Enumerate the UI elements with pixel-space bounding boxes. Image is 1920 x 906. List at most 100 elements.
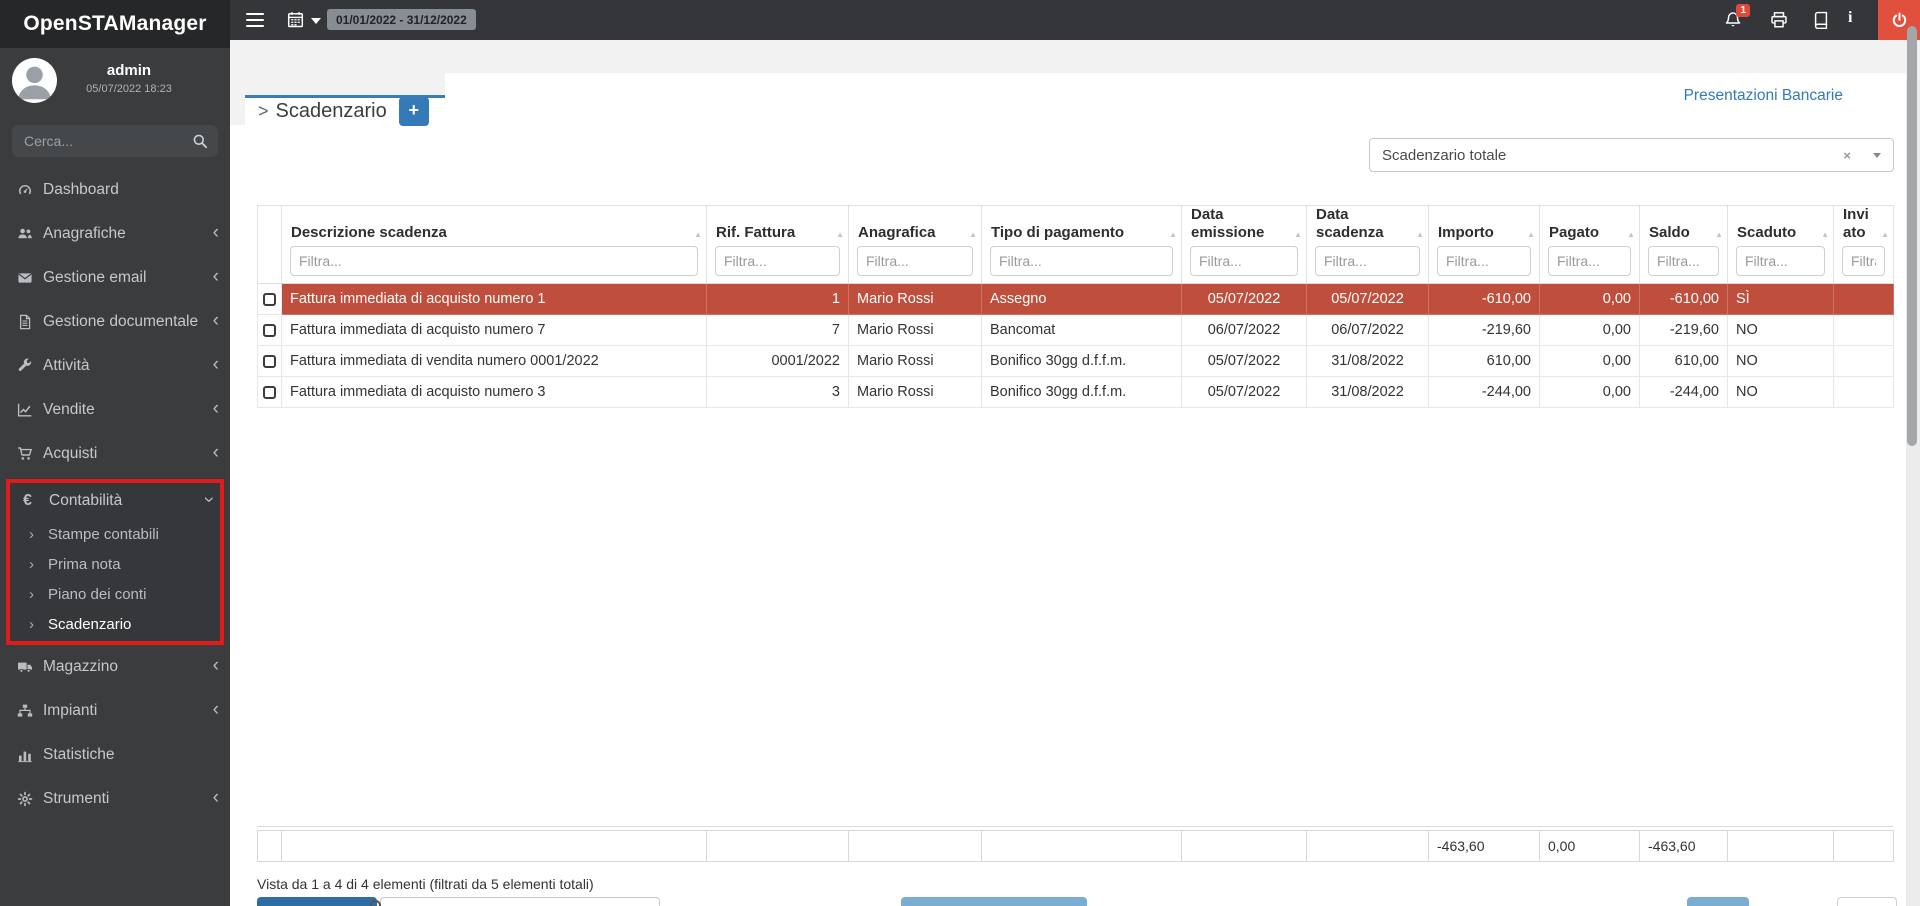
column-header-anagrafica[interactable]: Anagrafica ▲ [848, 205, 982, 284]
pagination-next-button-partial[interactable] [1837, 897, 1897, 906]
search-icon[interactable] [192, 133, 208, 149]
scrollbar-thumb[interactable] [1907, 26, 1917, 446]
sidebar-item-contabilit[interactable]: € Contabilità › [23, 492, 220, 509]
sidebar-subitem-prima-nota[interactable]: › Prima nota [29, 555, 121, 573]
search-input[interactable] [12, 125, 218, 157]
column-header-saldo[interactable]: Saldo ▲ [1639, 205, 1728, 284]
cell-data_scadenza: 31/08/2022 [1306, 376, 1429, 408]
table-row[interactable]: Fattura immediata di vendita numero 0001… [257, 345, 1894, 377]
hamburger-menu-icon[interactable] [246, 13, 264, 27]
cell-scaduto: NO [1727, 345, 1834, 377]
select-caret-icon[interactable] [1873, 152, 1881, 158]
filter-input-pagato[interactable] [1548, 246, 1631, 276]
column-header-tipo-di-pagamento[interactable]: Tipo di pagamento ▲ [981, 205, 1182, 284]
sort-arrow-icon: ▲ [969, 230, 977, 239]
row-checkbox[interactable] [263, 385, 276, 399]
user-datetime: 05/07/2022 18:23 [86, 83, 172, 95]
cell-descrizione: Fattura immediata di acquisto numero 1 [281, 283, 707, 315]
cell-data_emissione: 05/07/2022 [1181, 376, 1307, 408]
row-checkbox[interactable] [263, 354, 276, 368]
cell-tipo_pagamento: Assegno [981, 283, 1182, 315]
bulk-action-button-partial[interactable] [257, 897, 377, 906]
sidebar-item-dashboard[interactable]: Dashboard [0, 168, 230, 212]
print-icon[interactable] [1770, 11, 1788, 29]
cell-anagrafica: Mario Rossi [848, 376, 982, 408]
sidebar-item-gestione-email[interactable]: Gestione email ‹ [0, 256, 230, 300]
column-header-inviato[interactable]: Inviato ▲ [1833, 205, 1894, 284]
footer-cell [706, 830, 849, 862]
sidebar-subitem-stampe-contabili[interactable]: › Stampe contabili [29, 525, 159, 543]
cell-data_emissione: 05/07/2022 [1181, 345, 1307, 377]
sidebar-item-acquisti[interactable]: Acquisti ‹ [0, 432, 230, 476]
column-header-checkbox [257, 205, 282, 284]
filter-input-data-scadenza[interactable] [1315, 246, 1420, 276]
chevron-left-icon: ‹ [212, 397, 219, 419]
sidebar-item-statistiche[interactable]: Statistiche [0, 733, 230, 777]
filter-input-anagrafica[interactable] [857, 246, 973, 276]
notifications-bell-icon[interactable] [1724, 11, 1742, 29]
cell-data_scadenza: 31/08/2022 [1306, 345, 1429, 377]
filter-input-inviato[interactable] [1842, 246, 1885, 276]
chevron-left-icon: ‹ [212, 698, 219, 720]
filter-input-tipo-di-pagamento[interactable] [990, 246, 1173, 276]
sort-arrow-icon: ▲ [1294, 230, 1302, 239]
column-header-rif-fattura[interactable]: Rif. Fattura ▲ [706, 205, 849, 284]
footer-cell [281, 830, 707, 862]
sidebar-menu: Dashboard Anagrafiche ‹ Gestione email ‹ Gest… [0, 168, 230, 821]
date-range-badge[interactable]: 01/01/2022 - 31/12/2022 [327, 9, 476, 30]
column-header-data-scadenza[interactable]: Data scadenza ▲ [1306, 205, 1429, 284]
sidebar-subitem-piano-dei-conti[interactable]: › Piano dei conti [29, 585, 147, 603]
sidebar-subitem-scadenzario[interactable]: › Scadenzario [29, 615, 132, 633]
pagination-page-button-partial[interactable] [1687, 897, 1749, 906]
rows-selector-partial[interactable] [380, 897, 660, 906]
add-button[interactable]: + [398, 97, 429, 126]
clear-selection-icon[interactable]: × [1843, 147, 1851, 163]
filter-input-importo[interactable] [1437, 246, 1531, 276]
avatar[interactable] [12, 58, 57, 103]
app-brand-text: OpenSTAManager [23, 12, 207, 35]
user-panel: admin 05/07/2022 18:23 [0, 48, 230, 111]
cell-inviato [1833, 376, 1894, 408]
filter-input-rif-fattura[interactable] [715, 246, 840, 276]
sidebar-item-strumenti[interactable]: Strumenti ‹ [0, 777, 230, 821]
column-header-data-emissione[interactable]: Data emissione ▲ [1181, 205, 1307, 284]
filter-input-saldo[interactable] [1648, 246, 1719, 276]
column-header-importo[interactable]: Importo ▲ [1428, 205, 1540, 284]
row-checkbox[interactable] [263, 292, 276, 306]
sidebar-item-anagrafiche[interactable]: Anagrafiche ‹ [0, 212, 230, 256]
tab-scadenzario[interactable]: > Scadenzario + [245, 95, 445, 126]
sidebar-item-vendite[interactable]: Vendite ‹ [0, 388, 230, 432]
sidebar-item-gestione-documentale[interactable]: Gestione documentale ‹ [0, 300, 230, 344]
app-brand[interactable]: OpenSTAManager [0, 0, 230, 48]
bottom-button-partial[interactable] [901, 897, 1087, 906]
row-checkbox[interactable] [263, 323, 276, 337]
sort-arrow-icon: ▲ [1416, 230, 1424, 239]
filter-input-scaduto[interactable] [1736, 246, 1825, 276]
cell-descrizione: Fattura immediata di vendita numero 0001… [281, 345, 707, 377]
filter-input-data-emissione[interactable] [1190, 246, 1298, 276]
presentazioni-bancarie-link[interactable]: Presentazioni Bancarie [1683, 87, 1843, 104]
sort-arrow-icon: ▲ [1881, 230, 1889, 239]
column-header-pagato[interactable]: Pagato ▲ [1539, 205, 1640, 284]
total-saldo: -463,60 [1639, 830, 1728, 862]
calendar-button[interactable] [287, 11, 321, 28]
cart-icon [17, 446, 43, 462]
info-icon[interactable]: i [1848, 9, 1853, 26]
cell-pagato: 0,00 [1539, 345, 1640, 377]
sidebar-item-attivit[interactable]: Attività ‹ [0, 344, 230, 388]
chevron-right-icon: › [29, 615, 34, 633]
sidebar-item-magazzino[interactable]: Magazzino ‹ [0, 645, 230, 689]
select-value: Scadenzario totale [1382, 146, 1507, 164]
chevron-left-icon: ‹ [212, 309, 219, 331]
manual-book-icon[interactable] [1812, 11, 1830, 29]
scadenzario-filter-select[interactable]: Scadenzario totale × [1369, 138, 1894, 172]
column-header-descrizione-scadenza[interactable]: Descrizione scadenza ▲ [281, 205, 707, 284]
filter-input-descrizione-scadenza[interactable] [290, 246, 698, 276]
cell-importo: -244,00 [1428, 376, 1540, 408]
sidebar-item-impianti[interactable]: Impianti ‹ [0, 689, 230, 733]
column-header-scaduto[interactable]: Scaduto ▲ [1727, 205, 1834, 284]
footer-cell [257, 830, 282, 862]
